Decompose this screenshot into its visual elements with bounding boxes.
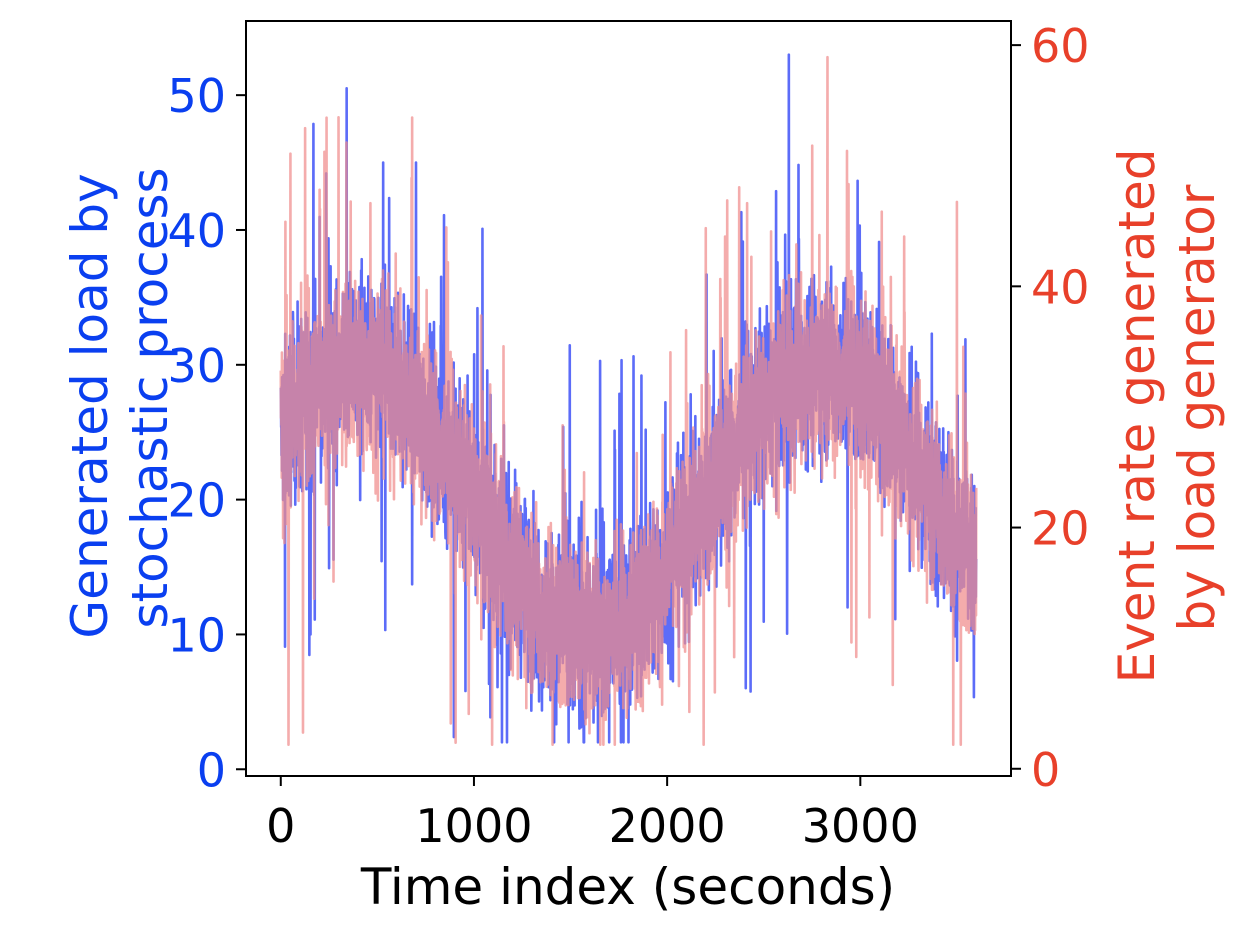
y-left-tick-label: 40 bbox=[167, 204, 226, 258]
y-right-tick-label: 20 bbox=[1031, 502, 1090, 556]
y-left-tick-label: 10 bbox=[167, 608, 226, 662]
y-right-tick-label: 60 bbox=[1031, 19, 1090, 73]
y-axis-right-title-line-1: Event rate generated bbox=[1108, 149, 1166, 684]
x-tick-label: 1000 bbox=[415, 799, 532, 853]
series-line bbox=[279, 55, 978, 746]
plot-frame bbox=[245, 20, 1012, 777]
y-axis-right-title: Event rate generated by load generator bbox=[1108, 133, 1226, 684]
x-tick-label: 0 bbox=[266, 799, 295, 853]
y-left-tick-label: 20 bbox=[167, 474, 226, 528]
series-event-rate bbox=[279, 55, 978, 746]
plot-area bbox=[279, 53, 978, 746]
y-axis-left: 0 10 20 30 40 50 bbox=[167, 69, 246, 797]
y-right-tick-label: 0 bbox=[1031, 743, 1060, 797]
y-left-tick-label: 50 bbox=[167, 69, 226, 123]
x-tick-label: 2000 bbox=[609, 799, 726, 853]
y-axis-left-title-line-2: stochastic process bbox=[121, 167, 179, 628]
y-left-tick-label: 30 bbox=[167, 339, 226, 393]
y-left-tick-label: 0 bbox=[197, 743, 226, 797]
y-right-tick-label: 40 bbox=[1031, 260, 1090, 314]
x-tick-label: 3000 bbox=[802, 799, 919, 853]
y-axis-left-title-line-1: Generated load by bbox=[61, 173, 119, 638]
x-axis-title: Time index (seconds) bbox=[360, 858, 895, 916]
y-axis-left-title: Generated load by stochastic process bbox=[61, 157, 179, 638]
x-axis: 0 1000 2000 3000 bbox=[266, 776, 919, 853]
y-axis-right-title-line-2: by load generator bbox=[1168, 184, 1226, 631]
y-axis-right: 0 20 40 60 bbox=[1011, 19, 1090, 797]
